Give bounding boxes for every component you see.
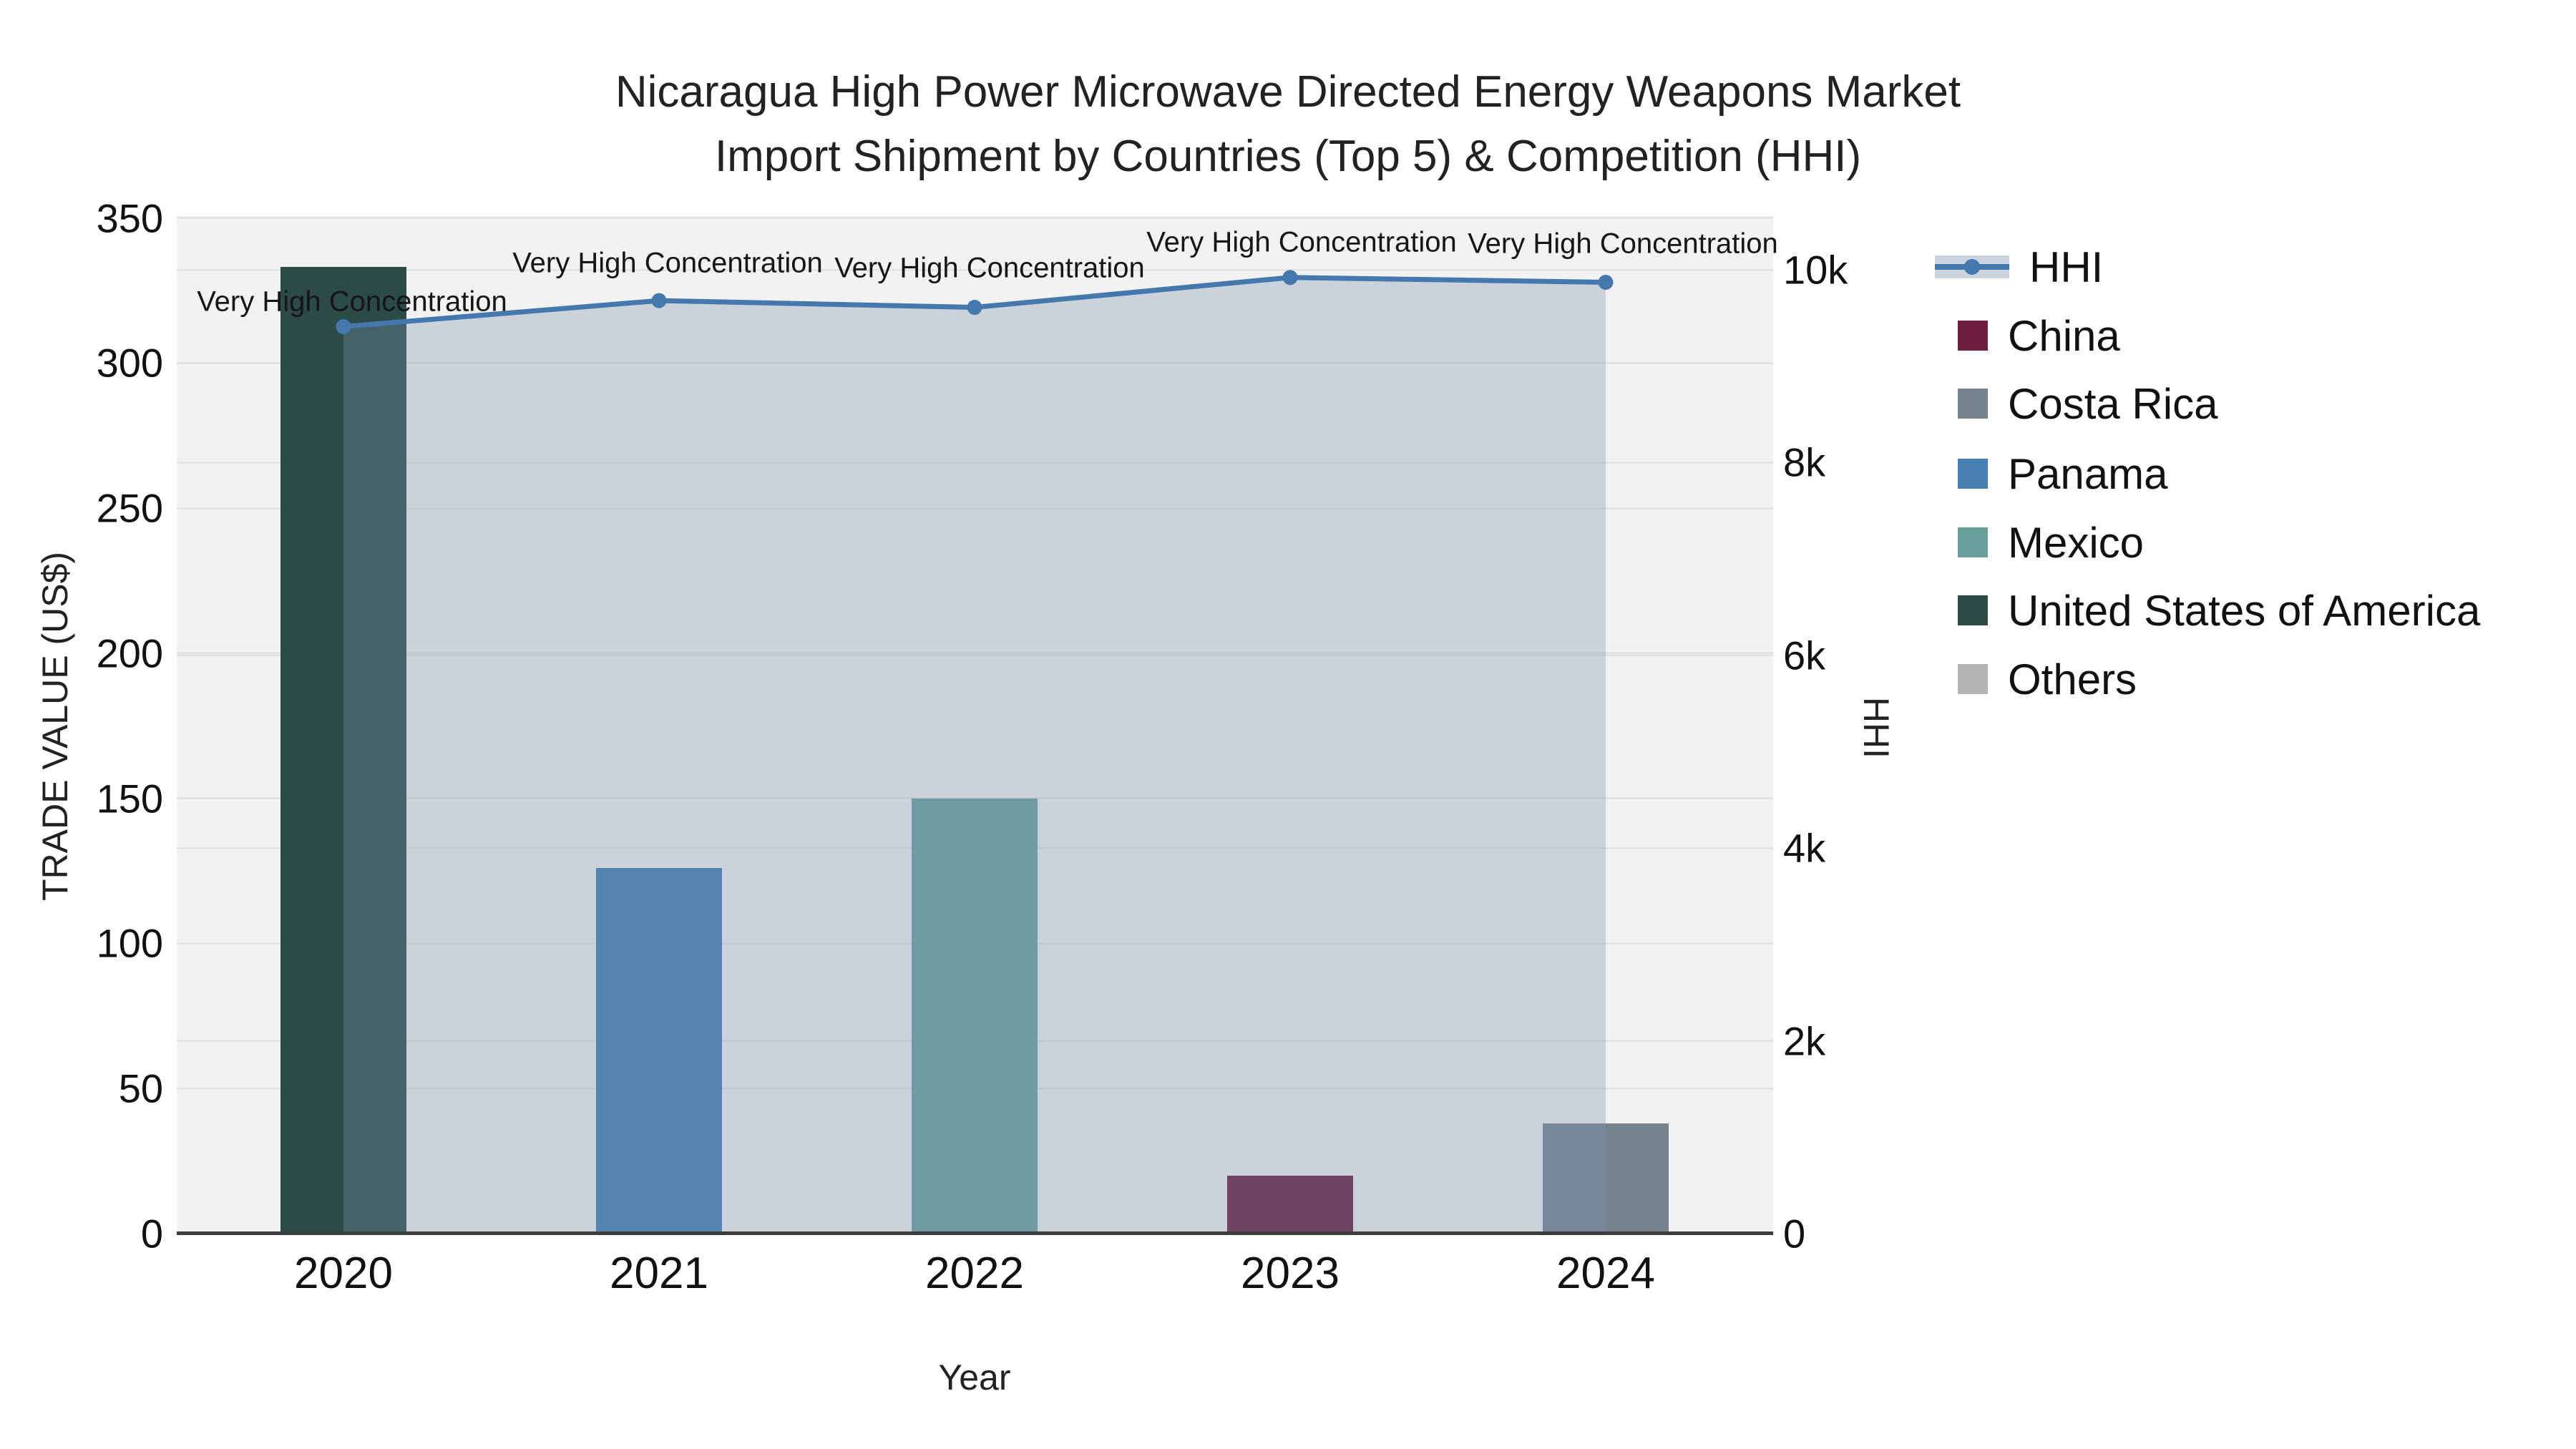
annotation-2020: Very High Concentration <box>197 286 507 318</box>
x-tick-2023: 2023 <box>1241 1249 1340 1298</box>
x-tick-2020: 2020 <box>294 1249 393 1298</box>
annotation-2024: Very High Concentration <box>1468 228 1778 259</box>
gridline-left-250 <box>177 507 1773 509</box>
gridline-right-10k <box>177 268 1773 271</box>
legend-item-panama[interactable]: Panama <box>1932 441 2167 507</box>
legend-label: China <box>2008 311 2120 360</box>
gridline-right-6k <box>177 654 1773 657</box>
annotation-2023: Very High Concentration <box>1146 226 1457 258</box>
gridline-left-350 <box>177 217 1773 219</box>
x-tick-2021: 2021 <box>610 1249 708 1298</box>
y-left-tick-350: 350 <box>96 195 163 240</box>
gridline-left-300 <box>177 361 1773 364</box>
gridline-right-8k <box>177 461 1773 464</box>
y-right-tick-10k: 10k <box>1783 247 1848 293</box>
legend-line-swatch-icon <box>1935 255 2009 278</box>
y-axis-right-title: HHI <box>1856 696 1896 759</box>
y-left-tick-300: 300 <box>96 340 163 386</box>
legend-swatch-icon <box>1958 527 1988 557</box>
legend-label: United States of America <box>2008 586 2481 635</box>
bar-china-2023 <box>1227 1175 1353 1234</box>
legend-item-mexico[interactable]: Mexico <box>1932 509 2144 575</box>
legend-item-costa-rica[interactable]: Costa Rica <box>1932 371 2218 436</box>
annotation-2022: Very High Concentration <box>834 252 1145 284</box>
y-left-tick-150: 150 <box>96 776 163 821</box>
y-right-tick-0: 0 <box>1783 1211 1806 1257</box>
y-left-tick-200: 200 <box>96 630 163 676</box>
y-left-tick-50: 50 <box>118 1065 163 1111</box>
bar-united-states-of-america-2020 <box>280 267 406 1234</box>
legend-label: Costa Rica <box>2008 379 2218 428</box>
legend-item-united-states-of-america[interactable]: United States of America <box>1932 577 2480 643</box>
x-axis-title: Year <box>938 1357 1011 1397</box>
annotation-2021: Very High Concentration <box>512 247 823 279</box>
y-right-tick-8k: 8k <box>1783 439 1826 485</box>
legend-item-china[interactable]: China <box>1932 303 2120 369</box>
legend-swatch-icon <box>1958 389 1988 419</box>
y-left-tick-0: 0 <box>140 1211 163 1257</box>
legend-label: HHI <box>2029 243 2104 291</box>
x-tick-2024: 2024 <box>1556 1249 1655 1298</box>
bar-panama-2021 <box>596 867 722 1234</box>
gridline-left-200 <box>177 652 1773 655</box>
legend-swatch-icon <box>1958 595 1988 625</box>
chart-title-line1: Nicaragua High Power Microwave Directed … <box>615 67 1961 117</box>
legend-label: Mexico <box>2008 518 2145 567</box>
x-tick-2022: 2022 <box>925 1249 1024 1298</box>
y-right-tick-2k: 2k <box>1783 1018 1826 1064</box>
legend-item-others[interactable]: Others <box>1932 646 2137 712</box>
chart-title-line2: Import Shipment by Countries (Top 5) & C… <box>714 132 1862 181</box>
y-left-tick-100: 100 <box>96 920 163 966</box>
chart-title: Nicaragua High Power Microwave Directed … <box>0 60 2576 189</box>
legend-label: Others <box>2008 655 2137 703</box>
x-axis-line <box>177 1231 1773 1235</box>
y-left-tick-250: 250 <box>96 485 163 531</box>
legend-swatch-icon <box>1958 321 1988 351</box>
legend-label: Panama <box>2008 449 2168 498</box>
legend-item-hhi[interactable]: HHI <box>1932 234 2103 300</box>
legend-swatch-icon <box>1958 459 1988 489</box>
bar-mexico-2022 <box>912 798 1038 1234</box>
bar-costa-rica-2024 <box>1543 1123 1669 1234</box>
y-right-tick-6k: 6k <box>1783 633 1826 678</box>
y-right-tick-4k: 4k <box>1783 825 1826 871</box>
legend-swatch-icon <box>1958 664 1988 694</box>
y-axis-left-title: TRADE VALUE (US$) <box>35 551 75 902</box>
